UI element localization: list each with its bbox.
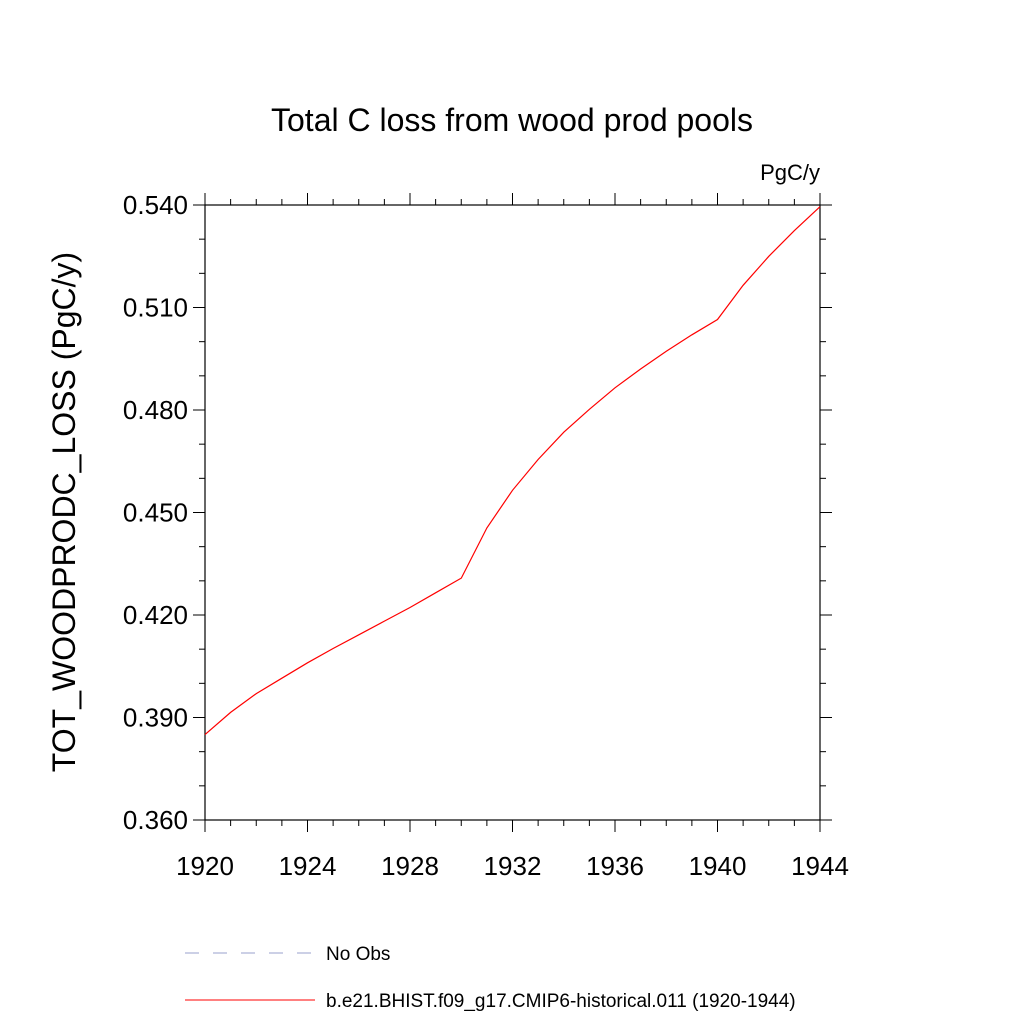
x-tick-label: 1940 xyxy=(689,851,747,881)
legend: No Obs b.e21.BHIST.f09_g17.CMIP6-historic… xyxy=(185,944,796,1012)
y-tick-label: 0.510 xyxy=(123,293,188,323)
legend-label: b.e21.BHIST.f09_g17.CMIP6-historical.011… xyxy=(326,991,796,1012)
x-tick-label: 1932 xyxy=(484,851,542,881)
y-axis-title: TOT_WOODPRODC_LOSS (PgC/y) xyxy=(46,252,82,772)
x-tick-label: 1924 xyxy=(279,851,337,881)
axis-tick-labels: 1920 1924 1928 1932 1936 1940 1944 0.360 0.390 0.… xyxy=(123,190,849,881)
y-tick-label: 0.450 xyxy=(123,498,188,528)
y-tick-label: 0.420 xyxy=(123,600,188,630)
units-label: PgC/y xyxy=(760,160,820,185)
plot-frame xyxy=(204,204,821,821)
axis-ticks xyxy=(193,193,832,832)
x-tick-label: 1920 xyxy=(176,851,234,881)
legend-label: No Obs xyxy=(326,944,390,965)
chart-title: Total C loss from wood prod pools xyxy=(271,102,753,138)
x-tick-label: 1936 xyxy=(586,851,644,881)
series-line xyxy=(204,206,821,736)
x-tick-label: 1928 xyxy=(381,851,439,881)
series-group xyxy=(204,206,821,736)
y-tick-label: 0.480 xyxy=(123,395,188,425)
y-tick-label: 0.390 xyxy=(123,703,188,733)
x-tick-label: 1944 xyxy=(791,851,849,881)
y-tick-label: 0.540 xyxy=(123,190,188,220)
y-tick-label: 0.360 xyxy=(123,805,188,835)
